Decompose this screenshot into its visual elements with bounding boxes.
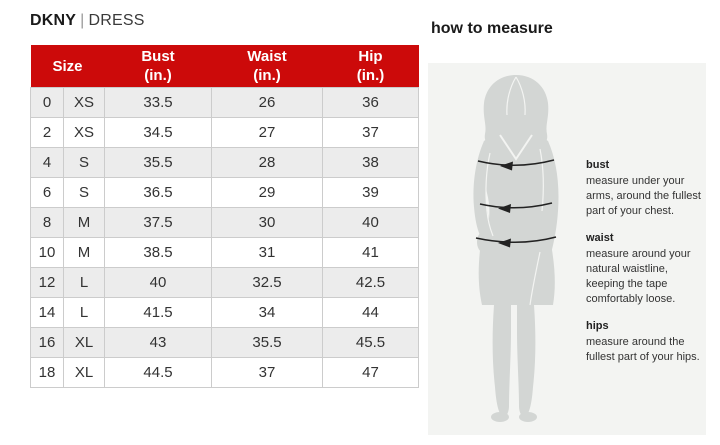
cell-size_num: 12	[30, 267, 64, 298]
cell-bust: 35.5	[104, 147, 213, 178]
cell-hip: 45.5	[322, 327, 420, 358]
breadcrumb: DKNY | DRESS	[30, 12, 420, 30]
woman-silhouette-icon	[440, 65, 600, 427]
cell-hip: 44	[322, 297, 420, 328]
cell-bust: 34.5	[104, 117, 213, 148]
cell-bust: 36.5	[104, 177, 213, 208]
cell-waist: 26	[211, 87, 324, 118]
cell-hip: 37	[322, 117, 420, 148]
measure-section-bust: bust measure under your arms, around the…	[586, 159, 702, 219]
cell-bust: 37.5	[104, 207, 213, 238]
col-header-waist: Waist (in.)	[211, 45, 323, 88]
silhouette-detail-lines	[485, 76, 544, 306]
table-row: 14 L 41.5 34 44	[30, 297, 420, 328]
cell-size_letter: XL	[62, 327, 106, 358]
cell-waist: 35.5	[211, 327, 324, 358]
cell-size_num: 4	[30, 147, 64, 178]
cell-waist: 30	[211, 207, 324, 238]
cell-size_letter: S	[62, 177, 106, 208]
cell-bust: 33.5	[104, 87, 213, 118]
size-chart-table: Size Bust (in.) Waist (in.) Hip (in.)	[30, 45, 420, 388]
table-header-row: Size Bust (in.) Waist (in.) Hip (in.)	[30, 45, 419, 88]
cell-size_num: 8	[30, 207, 64, 238]
cell-size_num: 6	[30, 177, 64, 208]
cell-size_num: 10	[30, 237, 64, 268]
cell-hip: 41	[322, 237, 420, 268]
table-row: 10 M 38.5 31 41	[30, 237, 420, 268]
table-row: 4 S 35.5 28 38	[30, 147, 420, 178]
cell-waist: 34	[211, 297, 324, 328]
how-to-measure-section: how to measure	[428, 20, 706, 435]
hips-arrow	[475, 236, 557, 248]
cell-waist: 32.5	[211, 267, 324, 298]
cell-size_letter: L	[62, 297, 106, 328]
col-header-bust: Bust (in.)	[104, 45, 212, 88]
cell-size_num: 16	[30, 327, 64, 358]
cell-hip: 36	[322, 87, 420, 118]
table-row: 0 XS 33.5 26 36	[30, 87, 420, 118]
cell-waist: 37	[211, 357, 324, 388]
category-name: DRESS	[88, 12, 145, 29]
silhouette-body	[473, 75, 559, 422]
cell-size_letter: XS	[62, 87, 106, 118]
measure-instructions: bust measure under your arms, around the…	[586, 159, 702, 378]
cell-size_num: 0	[30, 87, 64, 118]
cell-waist: 31	[211, 237, 324, 268]
brand-separator: |	[80, 12, 85, 29]
cell-size_letter: M	[62, 207, 106, 238]
table-row: 18 XL 44.5 37 47	[30, 357, 420, 388]
measure-panel: bust measure under your arms, around the…	[428, 63, 706, 435]
bust-arrow	[477, 159, 555, 171]
cell-hip: 39	[322, 177, 420, 208]
cell-waist: 28	[211, 147, 324, 178]
hips-description: measure around the fullest part of your …	[586, 336, 700, 363]
cell-waist: 29	[211, 177, 324, 208]
measure-section-waist: waist measure around your natural waistl…	[586, 232, 702, 307]
cell-bust: 41.5	[104, 297, 213, 328]
size-table-body: 0 XS 33.5 26 36 2 XS 34.5 27 37 4 S 35.5 28 38 6 S 36.5 29…	[30, 87, 420, 388]
cell-size_letter: M	[62, 237, 106, 268]
cell-hip: 47	[322, 357, 420, 388]
col-header-hip: Hip (in.)	[322, 45, 419, 88]
cell-size_letter: XS	[62, 117, 106, 148]
cell-hip: 38	[322, 147, 420, 178]
cell-size_num: 18	[30, 357, 64, 388]
cell-size_letter: XL	[62, 357, 106, 388]
cell-bust: 40	[104, 267, 213, 298]
cell-size_num: 14	[30, 297, 64, 328]
waist-heading: waist	[586, 232, 614, 244]
cell-bust: 38.5	[104, 237, 213, 268]
cell-hip: 42.5	[322, 267, 420, 298]
measure-section-hips: hips measure around the fullest part of …	[586, 320, 702, 365]
col-header-size-label: Size	[52, 57, 83, 75]
table-row: 12 L 40 32.5 42.5	[30, 267, 420, 298]
bust-description: measure under your arms, around the full…	[586, 175, 701, 217]
cell-bust: 44.5	[104, 357, 213, 388]
col-header-size: Size	[30, 45, 105, 88]
table-row: 6 S 36.5 29 39	[30, 177, 420, 208]
size-chart-section: DKNY | DRESS Size Bust (in.)	[30, 12, 420, 388]
table-row: 8 M 37.5 30 40	[30, 207, 420, 238]
waist-description: measure around your natural waistline, k…	[586, 248, 691, 305]
table-row: 16 XL 43 35.5 45.5	[30, 327, 420, 358]
table-row: 2 XS 34.5 27 37	[30, 117, 420, 148]
waist-arrow	[479, 202, 553, 213]
cell-size_letter: S	[62, 147, 106, 178]
hips-heading: hips	[586, 320, 609, 332]
cell-waist: 27	[211, 117, 324, 148]
how-to-measure-title: how to measure	[431, 20, 553, 37]
cell-bust: 43	[104, 327, 213, 358]
cell-size_letter: L	[62, 267, 106, 298]
bust-heading: bust	[586, 159, 610, 171]
brand-name: DKNY	[30, 12, 77, 29]
cell-hip: 40	[322, 207, 420, 238]
cell-size_num: 2	[30, 117, 64, 148]
